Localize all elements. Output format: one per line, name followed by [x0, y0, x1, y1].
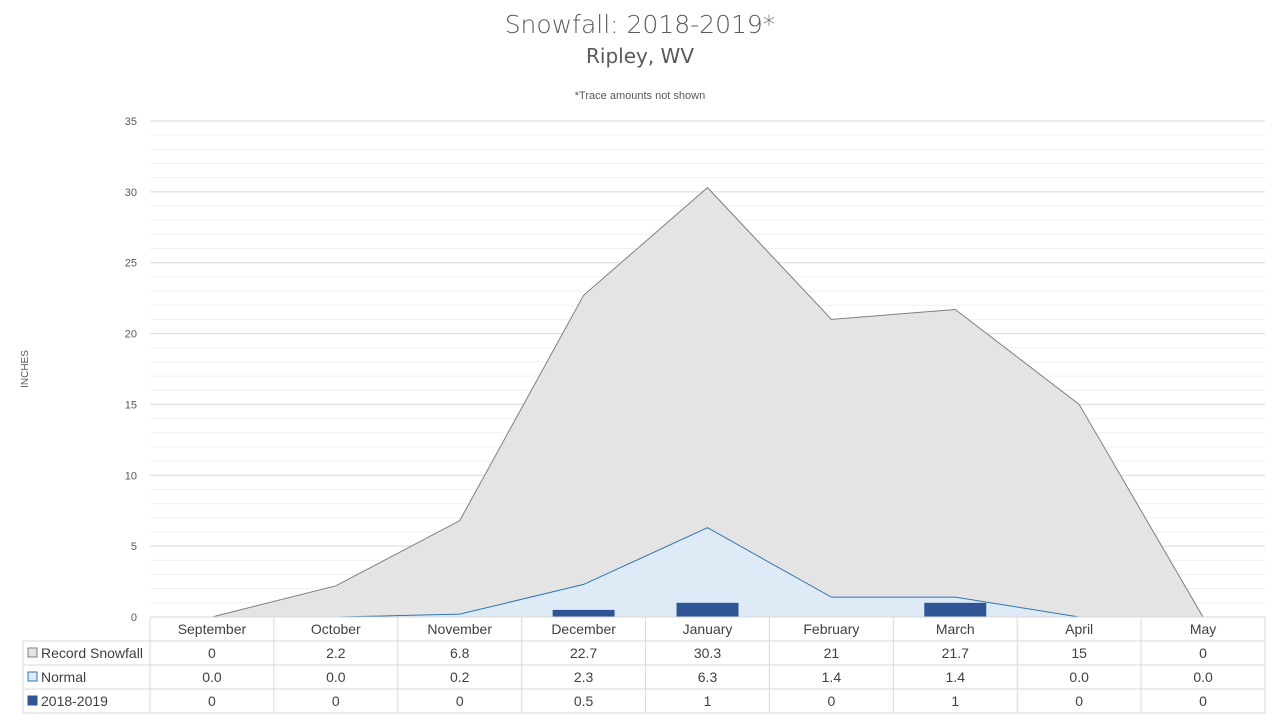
- legend-key: [27, 647, 38, 658]
- data-label: 0: [1199, 693, 1207, 709]
- bar-december: [552, 609, 615, 617]
- data-label: 1: [704, 693, 712, 709]
- data-label: 1.4: [946, 669, 966, 685]
- data-label: 0: [1075, 693, 1083, 709]
- data-label: 0.2: [450, 669, 470, 685]
- data-label: 30.3: [694, 645, 721, 661]
- bar-january: [676, 602, 739, 617]
- y-axis: 0 5 10 15 20 25 30 35: [125, 116, 137, 624]
- bar-march: [924, 602, 987, 617]
- data-label: 0: [208, 693, 216, 709]
- bar-series: [552, 602, 987, 617]
- x-tick-label: March: [936, 621, 975, 637]
- data-label: 6.8: [450, 645, 470, 661]
- data-label: 6.3: [698, 669, 718, 685]
- data-label: 0.5: [574, 693, 594, 709]
- data-label: 0.0: [1069, 669, 1089, 685]
- y-tick-label: 0: [131, 612, 137, 624]
- chart-subtitle: Ripley, WV: [585, 44, 695, 68]
- legend-label: Record Snowfall: [41, 645, 143, 661]
- data-label: 2.2: [326, 645, 346, 661]
- y-axis-label: INCHES: [20, 350, 31, 388]
- data-label: 0.0: [326, 669, 346, 685]
- data-label: 21.7: [942, 645, 969, 661]
- y-tick-label: 10: [125, 470, 137, 482]
- y-tick-label: 5: [131, 541, 137, 553]
- data-label: 21: [824, 645, 840, 661]
- data-label: 15: [1071, 645, 1087, 661]
- x-tick-label: May: [1190, 621, 1216, 637]
- legend-key: [27, 671, 38, 682]
- data-label: 22.7: [570, 645, 597, 661]
- chart-title: Snowfall: 2018-2019*: [504, 10, 776, 39]
- area-fill-normal: [211, 527, 1204, 617]
- data-label: 0: [456, 693, 464, 709]
- y-tick-label: 25: [125, 258, 137, 270]
- data-table: September October November December January F…: [22, 616, 1266, 714]
- x-tick-label: November: [427, 621, 492, 637]
- area-series: [211, 186, 1204, 618]
- legend-label: Normal: [41, 669, 86, 685]
- data-label: 1: [951, 693, 959, 709]
- chart-note: *Trace amounts not shown: [574, 90, 706, 102]
- data-label: 0: [1199, 645, 1207, 661]
- x-tick-label: December: [551, 621, 616, 637]
- legend-label: 2018-2019: [41, 693, 108, 709]
- data-label: 0.0: [202, 669, 222, 685]
- y-tick-label: 35: [125, 116, 137, 128]
- y-tick-label: 30: [125, 187, 137, 199]
- data-label: 1.4: [822, 669, 842, 685]
- data-label: 0.0: [1193, 669, 1213, 685]
- x-tick-label: April: [1065, 621, 1093, 637]
- x-tick-label: January: [683, 621, 733, 637]
- legend-key: [27, 695, 38, 706]
- area-fill-record-snowfall: [211, 187, 1204, 617]
- data-label: 0: [332, 693, 340, 709]
- data-label: 2.3: [574, 669, 594, 685]
- y-tick-label: 15: [125, 399, 137, 411]
- data-label: 0: [208, 645, 216, 661]
- x-tick-label: September: [178, 621, 247, 637]
- x-tick-label: October: [311, 621, 361, 637]
- y-tick-label: 20: [125, 329, 137, 341]
- data-label: 0: [827, 693, 835, 709]
- x-tick-label: February: [803, 621, 859, 637]
